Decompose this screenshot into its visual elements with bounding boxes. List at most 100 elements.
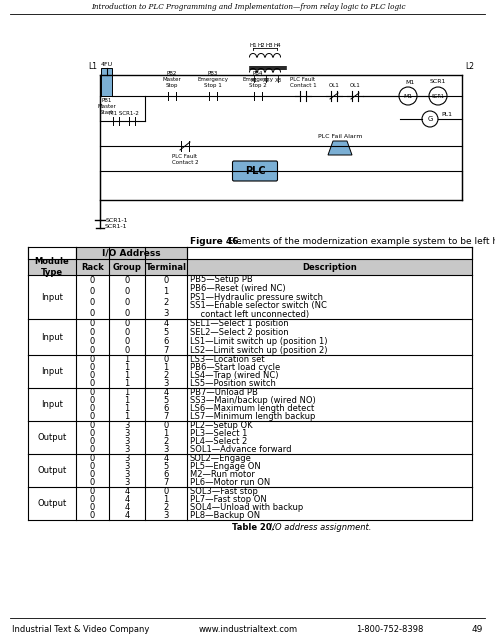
Text: 0: 0 xyxy=(124,287,130,296)
Text: PB6—Start load cycle: PB6—Start load cycle xyxy=(190,363,280,372)
Text: M1: M1 xyxy=(403,93,413,99)
Text: SOL1—Advance forward: SOL1—Advance forward xyxy=(190,445,292,454)
Text: 0: 0 xyxy=(90,328,95,337)
Text: 5: 5 xyxy=(163,462,169,471)
Text: 1: 1 xyxy=(124,371,130,380)
Text: 0: 0 xyxy=(90,437,95,446)
Polygon shape xyxy=(328,141,352,155)
Text: 5: 5 xyxy=(163,328,169,337)
Text: PB7—Unload PB: PB7—Unload PB xyxy=(190,388,258,397)
Text: PL4—Select 2: PL4—Select 2 xyxy=(190,437,247,446)
Text: LS4—Trap (wired NC): LS4—Trap (wired NC) xyxy=(190,371,279,380)
Text: 0: 0 xyxy=(90,445,95,454)
Text: 49: 49 xyxy=(472,625,483,634)
Text: 7: 7 xyxy=(163,346,169,355)
Text: 0: 0 xyxy=(90,495,95,504)
Text: 1: 1 xyxy=(163,363,169,372)
Text: 1: 1 xyxy=(163,429,169,438)
Text: 4FU: 4FU xyxy=(100,62,112,67)
Text: 0: 0 xyxy=(90,355,95,364)
Text: 0: 0 xyxy=(90,478,95,488)
Text: 3: 3 xyxy=(124,478,130,488)
Text: 0: 0 xyxy=(90,337,95,346)
Text: SCR1: SCR1 xyxy=(432,93,445,99)
Text: PB2
Master
Stop: PB2 Master Stop xyxy=(163,72,181,88)
Text: PS1—Hydraulic pressure switch: PS1—Hydraulic pressure switch xyxy=(190,292,323,301)
Text: Input: Input xyxy=(41,400,63,409)
Text: 0: 0 xyxy=(90,396,95,405)
Text: 1: 1 xyxy=(163,495,169,504)
Text: 0: 0 xyxy=(163,486,169,495)
Text: 0: 0 xyxy=(90,454,95,463)
Text: 0: 0 xyxy=(90,319,95,328)
Text: 1: 1 xyxy=(124,363,130,372)
Text: 0: 0 xyxy=(90,462,95,471)
Bar xyxy=(76,247,187,259)
Text: 6: 6 xyxy=(163,404,169,413)
Text: SOL4—Unload with backup: SOL4—Unload with backup xyxy=(190,503,303,512)
Text: Introduction to PLC Programming and Implementation—from relay logic to PLC logic: Introduction to PLC Programming and Impl… xyxy=(91,3,405,11)
Text: 0: 0 xyxy=(90,470,95,479)
Text: Group: Group xyxy=(112,262,142,271)
Text: M2—Run motor: M2—Run motor xyxy=(190,470,255,479)
Text: Terminal: Terminal xyxy=(146,262,187,271)
Text: 3: 3 xyxy=(124,454,130,463)
Text: 0: 0 xyxy=(90,380,95,388)
Text: 0: 0 xyxy=(90,287,95,296)
Text: 0: 0 xyxy=(90,363,95,372)
Text: X3: X3 xyxy=(274,78,282,83)
Text: 1: 1 xyxy=(124,396,130,405)
Text: LS2—Limit switch up (position 2): LS2—Limit switch up (position 2) xyxy=(190,346,328,355)
Text: 2: 2 xyxy=(163,371,169,380)
Text: I/O Address: I/O Address xyxy=(102,248,161,257)
Text: PLC: PLC xyxy=(245,166,265,176)
Text: PL5—Engage ON: PL5—Engage ON xyxy=(190,462,261,471)
Text: 1: 1 xyxy=(124,380,130,388)
Text: PL6—Motor run ON: PL6—Motor run ON xyxy=(190,478,270,488)
Text: X2: X2 xyxy=(262,78,270,83)
Text: 0: 0 xyxy=(90,429,95,438)
Bar xyxy=(101,68,112,96)
Text: I/O address assignment.: I/O address assignment. xyxy=(267,523,371,532)
Text: 0: 0 xyxy=(90,511,95,520)
Text: 3: 3 xyxy=(163,380,169,388)
Text: 4: 4 xyxy=(163,388,169,397)
Text: 0: 0 xyxy=(124,298,130,307)
Text: OL1: OL1 xyxy=(349,83,360,88)
Text: SS1—Enable selector switch (NC: SS1—Enable selector switch (NC xyxy=(190,301,327,310)
Text: Module
Type: Module Type xyxy=(35,257,69,276)
Text: 0: 0 xyxy=(124,346,130,355)
Text: Output: Output xyxy=(38,499,67,508)
Text: PB5—Setup PB: PB5—Setup PB xyxy=(190,275,253,284)
Text: 4: 4 xyxy=(124,495,130,504)
Text: 0: 0 xyxy=(90,388,95,397)
Text: 2: 2 xyxy=(163,298,169,307)
Text: H2: H2 xyxy=(257,43,265,48)
Text: PB1
Master
Start: PB1 Master Start xyxy=(97,98,116,115)
Text: 4: 4 xyxy=(163,319,169,328)
Text: 3: 3 xyxy=(124,462,130,471)
Text: M1 SCR1-2: M1 SCR1-2 xyxy=(109,111,139,116)
Text: SOL2—Engage: SOL2—Engage xyxy=(190,454,252,463)
Text: 0: 0 xyxy=(90,276,95,285)
Text: 0: 0 xyxy=(163,355,169,364)
Text: Table 20.: Table 20. xyxy=(232,523,275,532)
Text: PL2—Setup OK: PL2—Setup OK xyxy=(190,420,252,429)
Text: 1-800-752-8398: 1-800-752-8398 xyxy=(356,625,424,634)
Text: 0: 0 xyxy=(163,420,169,429)
Text: 0: 0 xyxy=(124,309,130,318)
Text: 3: 3 xyxy=(124,445,130,454)
Text: 0: 0 xyxy=(90,404,95,413)
Text: PL7—Fast stop ON: PL7—Fast stop ON xyxy=(190,495,267,504)
Text: X1: X1 xyxy=(250,78,257,83)
Text: 0: 0 xyxy=(124,276,130,285)
Text: 0: 0 xyxy=(124,328,130,337)
Text: SCR1-1: SCR1-1 xyxy=(105,223,128,228)
Text: LS6—Maximum length detect: LS6—Maximum length detect xyxy=(190,404,314,413)
Text: 0: 0 xyxy=(90,412,95,421)
Text: 0: 0 xyxy=(90,420,95,429)
Text: Output: Output xyxy=(38,466,67,475)
Text: 7: 7 xyxy=(163,412,169,421)
Text: 3: 3 xyxy=(163,309,169,318)
Text: 4: 4 xyxy=(124,503,130,512)
